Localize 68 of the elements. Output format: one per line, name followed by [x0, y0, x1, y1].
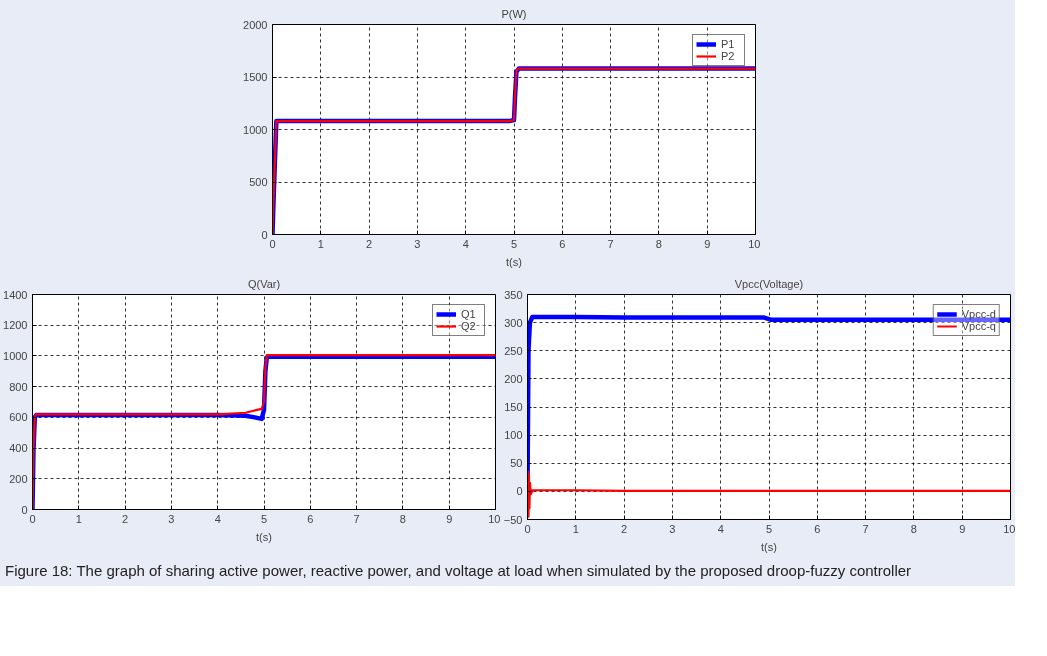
x-tick-label: 7: [353, 512, 360, 525]
y-tick-label: 500: [249, 176, 268, 188]
x-tick-label: 6: [307, 512, 314, 525]
y-tick-label: 600: [9, 411, 28, 424]
x-tick-label: 8: [655, 237, 662, 250]
y-tick-label: 400: [9, 442, 28, 455]
x-tick-label: 0: [269, 237, 276, 250]
y-tick-label: 1000: [3, 349, 28, 362]
y-tick-label: 100: [504, 429, 523, 442]
x-tick-label: 9: [959, 522, 966, 535]
x-tick-label: 3: [168, 512, 175, 525]
x-axis-title: t(s): [761, 540, 777, 553]
chart-title: P(W): [501, 7, 527, 20]
x-tick-label: 10: [748, 237, 761, 250]
x-tick-label: 4: [462, 237, 469, 250]
legend-label: Vpcc-d: [961, 308, 996, 320]
x-axis-title: t(s): [256, 530, 272, 543]
y-tick-label: 250: [504, 344, 523, 357]
x-tick-label: 9: [446, 512, 453, 525]
y-tick-label: −50: [503, 513, 523, 526]
y-tick-label: 1000: [243, 123, 268, 136]
x-tick-label: 1: [317, 237, 324, 250]
x-tick-label: 1: [572, 522, 579, 535]
x-tick-label: 7: [862, 522, 869, 535]
x-tick-label: 8: [910, 522, 917, 535]
legend-label: P1: [721, 38, 736, 50]
y-tick-label: 300: [504, 316, 523, 329]
chart-title: Q(Var): [247, 277, 281, 290]
y-tick-label: 50: [510, 457, 523, 470]
y-tick-label: 350: [504, 288, 523, 301]
x-tick-label: 2: [122, 512, 129, 525]
legend-label: Vpcc-q: [961, 320, 996, 332]
y-tick-label: 0: [516, 485, 523, 498]
x-tick-label: 3: [414, 237, 421, 250]
x-tick-label: 7: [607, 237, 614, 250]
y-tick-label: 1400: [3, 288, 28, 301]
legend-label: Q1: [461, 308, 477, 320]
x-axis-title: t(s): [506, 255, 522, 268]
y-tick-label: 0: [261, 228, 268, 241]
x-tick-label: 9: [704, 237, 711, 250]
x-tick-label: 5: [510, 237, 518, 250]
x-tick-label: 6: [814, 522, 821, 535]
x-tick-label: 0: [524, 522, 531, 535]
y-tick-label: 0: [21, 503, 28, 516]
x-tick-label: 8: [399, 512, 406, 525]
x-tick-label: 2: [621, 522, 628, 535]
x-tick-label: 4: [214, 512, 221, 525]
caption: Figure 18: The graph of sharing active power, reactive power, and voltage at load when simulated by the proposed droop-fuzzy controller: [5, 561, 912, 581]
y-tick-label: 1500: [243, 71, 268, 83]
legend-label: Q2: [461, 320, 477, 332]
y-tick-label: 150: [504, 401, 523, 413]
y-tick-label: 2000: [243, 18, 268, 31]
x-tick-label: 4: [717, 522, 724, 535]
x-tick-label: 10: [488, 512, 501, 525]
y-tick-label: 200: [9, 472, 28, 485]
x-tick-label: 3: [669, 522, 676, 535]
x-tick-label: 5: [765, 522, 773, 535]
x-tick-label: 10: [1003, 522, 1016, 535]
x-tick-label: 5: [260, 512, 268, 525]
x-tick-label: 1: [75, 512, 82, 525]
legend-label: P2: [721, 50, 736, 62]
y-tick-label: 1200: [3, 319, 28, 332]
chart-title: Vpcc(Voltage): [734, 277, 804, 290]
y-tick-label: 800: [9, 380, 28, 393]
x-tick-label: 0: [29, 512, 36, 525]
x-tick-label: 2: [366, 237, 373, 250]
x-tick-label: 6: [559, 237, 566, 250]
y-tick-label: 200: [504, 372, 523, 385]
